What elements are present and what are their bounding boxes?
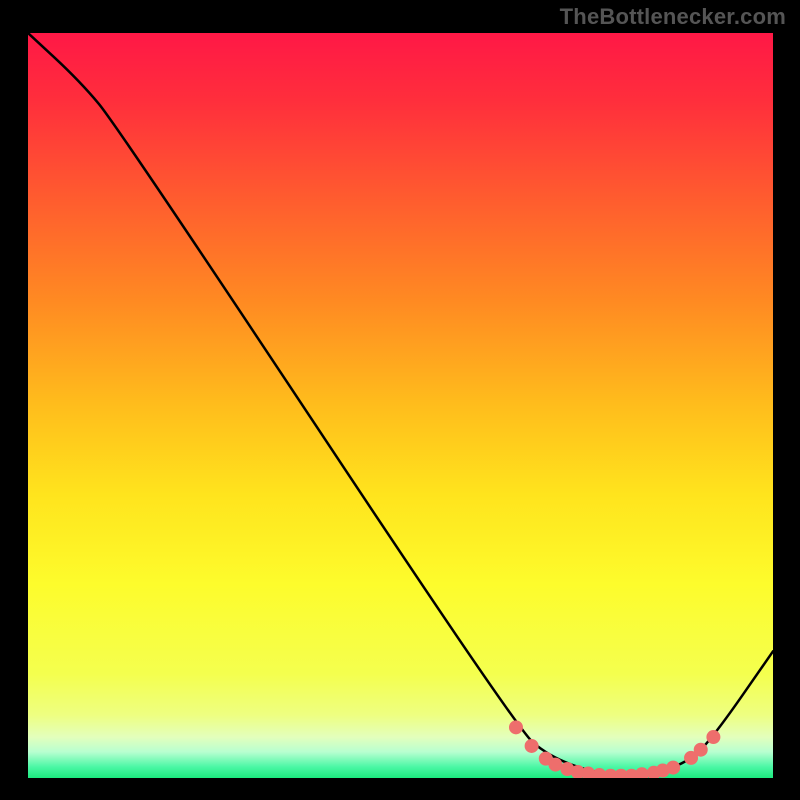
curve-marker xyxy=(667,761,680,774)
curve-layer xyxy=(28,33,773,778)
curve-marker xyxy=(525,739,538,752)
curve-marker xyxy=(509,721,522,734)
plot-area xyxy=(28,33,773,778)
chart-container: TheBottlenecker.com xyxy=(0,0,800,800)
curve-marker xyxy=(549,758,562,771)
curve-marker xyxy=(694,743,707,756)
bottleneck-curve xyxy=(28,33,773,775)
curve-marker xyxy=(635,768,648,778)
curve-marker xyxy=(707,731,720,744)
watermark-text: TheBottlenecker.com xyxy=(560,4,786,30)
